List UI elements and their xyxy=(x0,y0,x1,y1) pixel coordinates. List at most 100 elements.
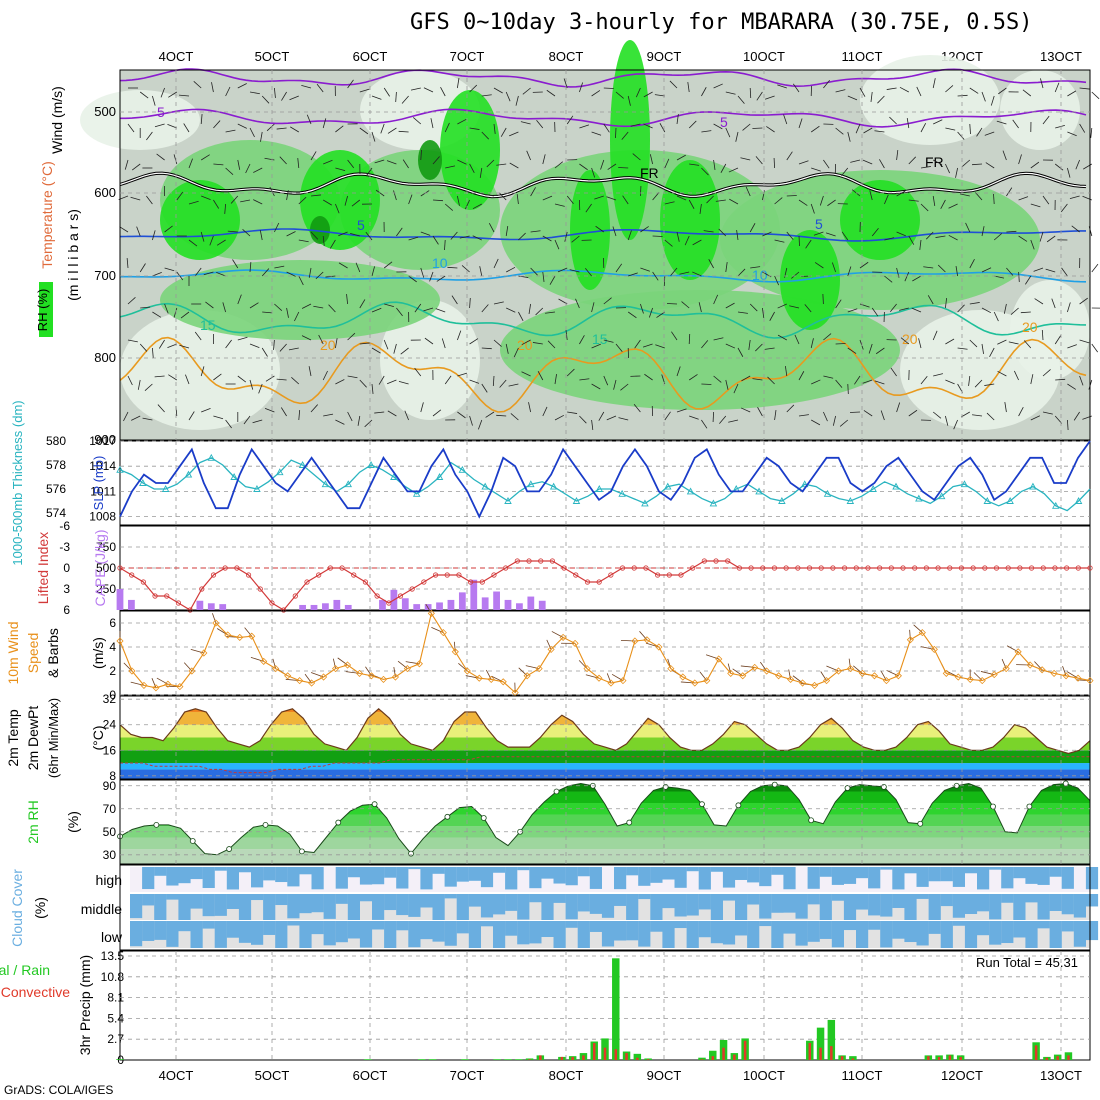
wind-barb xyxy=(713,159,716,170)
cloud-bar xyxy=(686,894,699,916)
wind-speed-point xyxy=(284,672,292,680)
wind-barb xyxy=(777,334,787,341)
lifted-index-point xyxy=(129,572,135,578)
cloud-bar xyxy=(880,894,893,917)
lifted-index-point xyxy=(725,558,731,564)
wind-barb xyxy=(737,311,748,314)
wind-barb xyxy=(225,167,234,175)
wind-barb xyxy=(351,199,361,207)
pressure-tick-label: 800 xyxy=(94,350,116,365)
wind-barb xyxy=(1018,235,1028,242)
wind-barb xyxy=(400,347,409,355)
wind-barb xyxy=(401,95,409,104)
wind-barb xyxy=(347,79,354,89)
cloud-bar xyxy=(1073,921,1086,947)
footer-credit: GrADS: COLA/IGES xyxy=(4,1083,114,1097)
wind-barb xyxy=(130,196,141,201)
thickness-tick-label: 580 xyxy=(46,434,66,448)
cloud-bar xyxy=(735,894,748,920)
rh-point xyxy=(735,802,742,809)
cloud-bar xyxy=(529,921,542,944)
precip-convective-bar xyxy=(959,1056,962,1060)
wind-barb xyxy=(1002,150,1007,161)
wind-barb xyxy=(297,158,300,169)
thickness-point xyxy=(390,473,398,480)
cloud-bar xyxy=(722,921,736,945)
wind-barb xyxy=(1079,297,1088,305)
slp-tick-label: 1011 xyxy=(90,484,116,498)
cloud-bar xyxy=(287,894,300,919)
precip-legend-convective: Convective xyxy=(1,984,70,1000)
wind-barb xyxy=(160,87,165,98)
wind-barb xyxy=(485,411,495,418)
wind-barb xyxy=(188,411,195,421)
temp-tick-label: 8 xyxy=(109,769,116,783)
lifted-index-point xyxy=(538,558,544,564)
surface-wind-barb xyxy=(453,641,456,652)
lifted-index-point xyxy=(701,558,707,564)
wind-barb xyxy=(986,412,995,421)
wind-barb xyxy=(755,156,763,165)
lifted-index-point xyxy=(947,565,953,571)
rh-tick-label: 70 xyxy=(103,802,117,816)
wind-barb xyxy=(506,307,516,313)
wind-barb xyxy=(154,123,165,128)
wind-barb xyxy=(974,379,983,388)
bottom-day-label: 13OCT xyxy=(1040,1068,1082,1083)
wind-speed-point xyxy=(164,680,172,688)
wind-barb xyxy=(136,226,141,237)
lifted-index-point xyxy=(503,565,509,571)
wind-barb xyxy=(515,95,519,106)
wind-barb xyxy=(298,275,304,286)
wind-barb xyxy=(823,411,828,422)
wind-barb xyxy=(237,83,247,89)
wind-barb xyxy=(1067,344,1077,349)
wind-barb xyxy=(811,379,821,385)
lifted-index-point xyxy=(374,593,380,599)
thickness-point xyxy=(435,473,444,480)
thickness-tick-label: 574 xyxy=(46,506,66,520)
wind-barb xyxy=(447,266,458,269)
wind-barb xyxy=(701,130,712,133)
wind-barb xyxy=(595,225,605,233)
wind-barb xyxy=(957,304,965,313)
wind-barb xyxy=(880,410,885,421)
wind-barb xyxy=(762,231,772,237)
cloud-bar xyxy=(1013,894,1026,920)
cloud-bar xyxy=(565,894,578,920)
thickness-point xyxy=(1074,497,1083,504)
wind-barb xyxy=(1079,87,1090,90)
temp-contour-20 xyxy=(119,336,1087,413)
precip-convective-bar xyxy=(851,1058,855,1060)
precip-convective-bar xyxy=(830,1046,833,1060)
wind-barb xyxy=(481,94,492,97)
cape-bar xyxy=(424,604,432,610)
cape-bar xyxy=(516,603,523,610)
wind-barb xyxy=(1054,82,1060,93)
wind-barb xyxy=(676,114,679,125)
wind-barb xyxy=(328,304,336,313)
wind-barb xyxy=(566,368,575,377)
contour-label: 10 xyxy=(752,267,768,283)
cloud-bar xyxy=(735,867,748,880)
wind-barb xyxy=(832,415,836,426)
wind-barb xyxy=(725,262,728,273)
cloud-bar xyxy=(468,867,481,881)
wind-barb xyxy=(308,267,312,278)
wind-barb xyxy=(774,410,777,421)
cloud-bar xyxy=(1001,867,1014,889)
wind-barb xyxy=(798,199,808,206)
cloud-bar xyxy=(1085,894,1099,907)
wind-barb xyxy=(615,91,624,99)
cloud-bar xyxy=(420,894,433,908)
cloud-bar xyxy=(299,921,312,948)
cloud-bar xyxy=(916,921,929,946)
cape-bar xyxy=(413,604,421,610)
cloud-bar xyxy=(1001,894,1014,903)
temp-band xyxy=(120,763,1090,770)
wind-barb xyxy=(871,227,879,237)
wind-barb xyxy=(211,82,214,93)
ylabel-wind10: 10m Wind xyxy=(5,621,21,684)
wind-barb xyxy=(701,383,712,385)
